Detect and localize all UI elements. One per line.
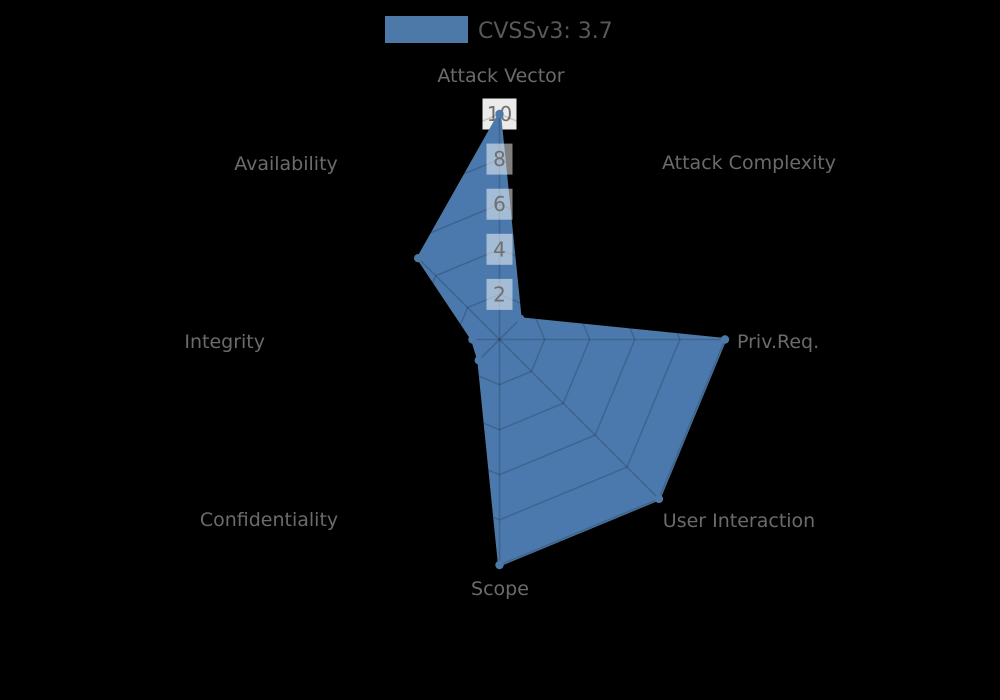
data-point <box>720 335 730 344</box>
legend-swatch[interactable] <box>385 16 468 43</box>
grid-ring <box>318 158 681 521</box>
legend-label[interactable]: CVSSv3: 3.7 <box>478 19 613 44</box>
axis-label-availability: Availability <box>234 153 338 175</box>
tick-label: 6 <box>493 192 506 216</box>
axis-label-integrity: Integrity <box>184 331 265 353</box>
tick-label: 8 <box>493 147 506 171</box>
grid-ring <box>363 203 636 476</box>
data-point <box>495 560 504 570</box>
data-point <box>468 335 477 344</box>
chart-legend[interactable]: CVSSv3: 3.7 <box>385 16 613 44</box>
axis-label-attack-complexity: Attack Complexity <box>662 152 836 174</box>
axis-spoke <box>339 338 501 500</box>
axis-label-confidentiality: Confidentiality <box>200 509 338 531</box>
axis-spoke <box>498 179 660 341</box>
axis-label-scope: Scope <box>471 578 529 600</box>
axis-label-attack-vector: Attack Vector <box>437 65 564 87</box>
axis-label-priv-req: Priv.Req. <box>737 331 819 353</box>
tick-backdrop <box>486 188 513 220</box>
tick-backdrop <box>486 233 513 265</box>
axis-spoke <box>498 338 660 500</box>
data-point <box>495 109 504 119</box>
grid-ring <box>408 248 591 431</box>
data-point <box>413 253 423 263</box>
tick-label: 2 <box>493 282 506 306</box>
tick-backdrop <box>486 278 513 310</box>
grid-ring <box>453 293 546 386</box>
data-point <box>516 314 525 323</box>
data-point <box>654 494 664 504</box>
data-point <box>474 356 483 365</box>
tick-backdrop <box>486 143 513 175</box>
axis-label-user-interaction: User Interaction <box>663 510 815 532</box>
tick-label: 4 <box>493 237 506 261</box>
